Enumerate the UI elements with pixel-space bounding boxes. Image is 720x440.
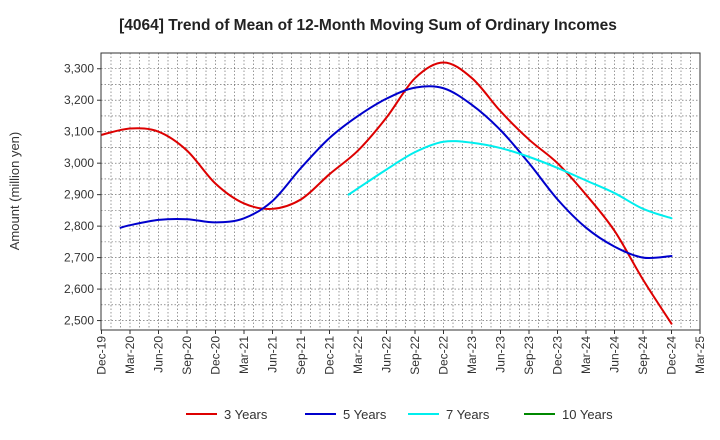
y-tick-label: 2,800: [64, 219, 94, 233]
y-tick-label: 2,700: [64, 251, 94, 265]
y-axis: 2,500 2,600 2,700 2,800 2,900 3,000 3,100 3,200…: [64, 62, 101, 328]
x-tick-label: Mar-25: [693, 336, 707, 374]
x-tick-label: Dec-22: [437, 336, 451, 375]
series-line-7-years: [347, 140, 673, 220]
x-tick-label: Sep-22: [408, 336, 422, 375]
x-tick-label: Sep-21: [294, 336, 308, 375]
series-line-5-years: [119, 85, 673, 260]
x-tick-label: Jun-21: [266, 336, 280, 373]
x-tick-label: Dec-19: [95, 336, 109, 375]
y-tick-label: 2,600: [64, 282, 94, 296]
x-tick-label: Jun-20: [152, 336, 166, 373]
legend-label-5-years: 5 Years: [343, 407, 387, 422]
series-lines: [100, 61, 673, 325]
x-tick-label: Dec-23: [551, 336, 565, 375]
y-tick-label: 3,200: [64, 93, 94, 107]
legend: 3 Years 5 Years 7 Years 10 Years: [186, 407, 613, 422]
y-tick-label: 2,900: [64, 188, 94, 202]
gridlines: [101, 52, 700, 330]
x-tick-label: Dec-21: [323, 336, 337, 375]
legend-label-10-years: 10 Years: [562, 407, 613, 422]
x-tick-label: Sep-20: [180, 336, 194, 375]
legend-label-7-years: 7 Years: [446, 407, 490, 422]
y-tick-label: 2,500: [64, 314, 94, 328]
x-tick-label: Mar-24: [579, 336, 593, 374]
x-tick-label: Jun-24: [608, 336, 622, 373]
y-tick-label: 3,300: [64, 62, 94, 76]
x-tick-label: Sep-24: [636, 336, 650, 375]
x-tick-label: Mar-20: [123, 336, 137, 374]
x-tick-label: Mar-22: [351, 336, 365, 374]
x-tick-label: Mar-21: [237, 336, 251, 374]
x-tick-label: Mar-23: [465, 336, 479, 374]
x-tick-label: Jun-22: [380, 336, 394, 373]
y-tick-label: 3,000: [64, 156, 94, 170]
x-tick-label: Sep-23: [522, 336, 536, 375]
legend-label-3-years: 3 Years: [224, 407, 268, 422]
plot-frame: [100, 52, 701, 331]
x-axis: Dec-19 Mar-20 Jun-20 Sep-20 Dec-20 Mar-21 Jun-…: [95, 330, 707, 375]
x-tick-label: Dec-20: [209, 336, 223, 375]
chart-title: [4064] Trend of Mean of 12-Month Moving …: [119, 17, 617, 34]
y-tick-label: 3,100: [64, 125, 94, 139]
x-tick-label: Jun-23: [494, 336, 508, 373]
y-axis-label: Amount (million yen): [7, 132, 22, 251]
x-tick-label: Dec-24: [665, 336, 679, 375]
series-line-3-years: [100, 61, 673, 325]
plot-area: [101, 53, 700, 330]
